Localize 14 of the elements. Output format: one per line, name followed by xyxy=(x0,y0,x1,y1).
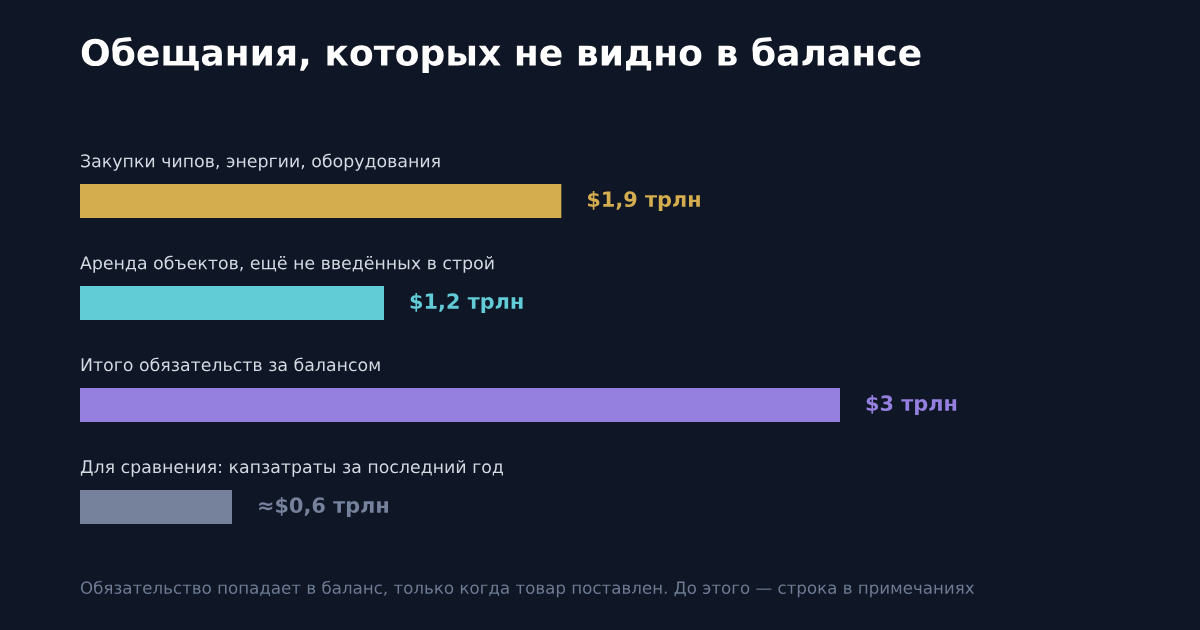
y-tick-label: Итого обязательств за балансом xyxy=(81,357,380,372)
data-label: $1,2 трлн xyxy=(410,292,523,314)
data-label: $1,9 трлн xyxy=(587,190,700,212)
text: Обязательство попадает в баланс, только когда товар поставлен. До этого — строка в примечаниях xyxy=(80,580,975,598)
y-tick-label: Закупки чипов, энергии, оборудования xyxy=(81,153,440,171)
data-label: ≈$0,6 трлн xyxy=(259,496,388,518)
chart-title: Обещания, которых не видно в балансе xyxy=(81,36,921,74)
y-tick-label: Аренда объектов, ещё не введённых в строй xyxy=(80,255,494,273)
bar xyxy=(80,490,232,524)
bar xyxy=(80,184,562,218)
y-tick-label: Для сравнения: капзатраты за последний год xyxy=(80,459,503,477)
bar xyxy=(80,286,384,320)
bar xyxy=(80,388,840,422)
data-label: $3 трлн xyxy=(866,394,957,416)
